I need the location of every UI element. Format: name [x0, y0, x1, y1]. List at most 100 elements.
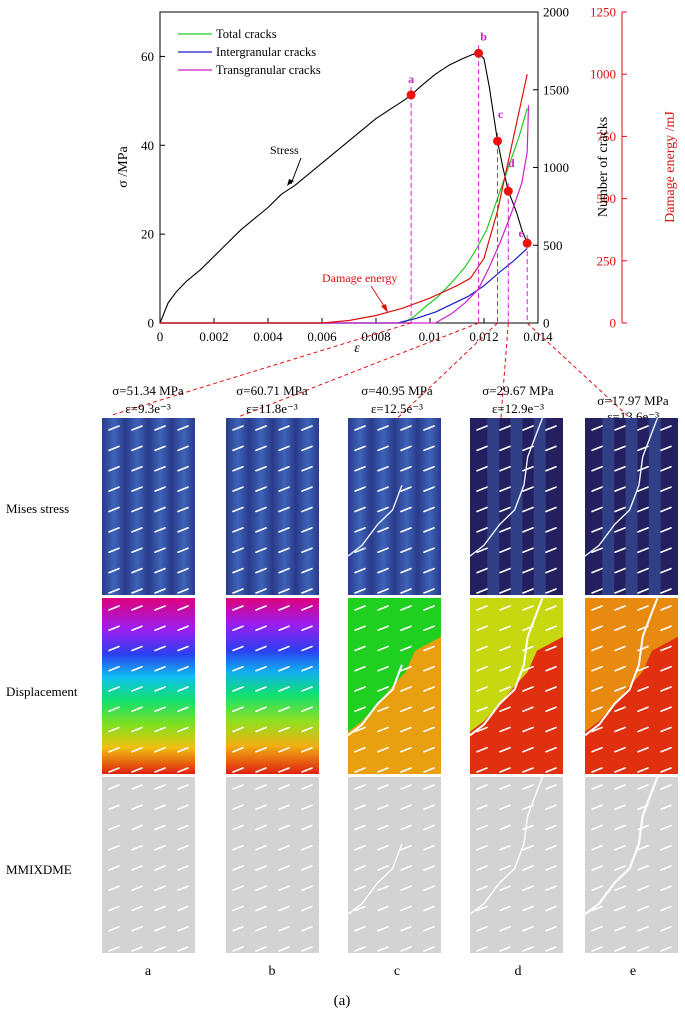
- grain-mark: [545, 865, 557, 871]
- grain-mark: [499, 746, 511, 753]
- displacement-field-upper: [585, 598, 678, 732]
- grain-mark: [637, 905, 649, 912]
- grain-mark: [232, 567, 244, 574]
- grain-mark: [177, 746, 189, 753]
- grain-mark: [660, 885, 672, 892]
- grain-mark: [591, 486, 603, 492]
- grain-mark: [400, 588, 412, 594]
- legend-intergranular: Intergranular cracks: [216, 45, 316, 59]
- grain-mark: [400, 946, 412, 952]
- grain-mark: [232, 746, 244, 753]
- grain-mark: [232, 885, 244, 892]
- y-axis-energy: 0 250 500 750 1000 1250: [590, 5, 627, 331]
- grain-mark: [591, 605, 603, 611]
- grain-mark: [354, 767, 366, 773]
- grain-mark: [232, 547, 244, 554]
- grain-mark: [377, 625, 389, 632]
- grain-mark: [232, 445, 244, 452]
- panel-disp-e: [584, 597, 678, 774]
- state-a-sigma: σ=51.34 MPa: [112, 383, 184, 398]
- grain-mark: [400, 706, 412, 713]
- grain-mark: [278, 905, 290, 912]
- grain-mark: [354, 465, 366, 472]
- marker-dot-a: [406, 90, 416, 100]
- grain-mark: [354, 784, 366, 790]
- grain-mark: [423, 905, 435, 912]
- grain-mark: [660, 746, 672, 753]
- grain-mark: [154, 726, 166, 733]
- grain-mark: [545, 425, 557, 431]
- grain-mark: [614, 547, 626, 554]
- grain-mark: [232, 784, 244, 790]
- grain-mark: [476, 767, 488, 773]
- grain-mark: [660, 706, 672, 713]
- grain-mark: [614, 844, 626, 851]
- grain-mark: [545, 844, 557, 851]
- grain-mark: [301, 625, 313, 632]
- grain-mark: [301, 686, 313, 692]
- grain-mark: [354, 486, 366, 492]
- grain-mark: [377, 885, 389, 892]
- grain-mark: [377, 465, 389, 472]
- grain-mark: [177, 686, 189, 692]
- grain-mark: [301, 665, 313, 672]
- grain-mark: [660, 445, 672, 452]
- grain-mark: [545, 804, 557, 811]
- marker-label-c: c: [498, 107, 504, 121]
- grain-mark: [154, 844, 166, 851]
- grain-mark: [255, 625, 267, 632]
- grain-mark: [660, 905, 672, 912]
- grain-mark: [591, 506, 603, 513]
- grain-mark: [301, 425, 313, 431]
- grain-mark: [278, 804, 290, 811]
- grain-mark: [522, 925, 534, 932]
- grain-mark: [522, 665, 534, 672]
- grain-mark: [177, 784, 189, 790]
- grain-mark: [499, 844, 511, 851]
- grain-mark: [591, 946, 603, 952]
- grain-mark: [423, 567, 435, 574]
- y-tick-stress-label: 0: [148, 316, 155, 331]
- crack: [469, 776, 544, 915]
- row-label-mmixdme: MMIXDME: [6, 862, 72, 877]
- stress-band: [602, 418, 615, 595]
- grain-mark: [400, 905, 412, 912]
- grain-mark: [637, 925, 649, 932]
- grain-mark: [278, 465, 290, 472]
- panel-disp-b: [226, 598, 319, 774]
- grain-mark: [108, 746, 120, 753]
- grain-mark: [545, 767, 557, 773]
- grain-mark: [177, 726, 189, 733]
- grain-mark: [591, 824, 603, 831]
- grain-mark: [278, 844, 290, 851]
- grain-mark: [108, 445, 120, 452]
- grain-mark: [108, 465, 120, 472]
- stress-band: [648, 418, 661, 595]
- grain-mark: [354, 506, 366, 513]
- grain-mark: [354, 905, 366, 912]
- grain-mark: [499, 865, 511, 871]
- grain-mark: [354, 645, 366, 652]
- state-d-sigma: σ=29.67 MPa: [482, 383, 554, 398]
- grain-mark: [591, 706, 603, 713]
- x-tick-label: 0.008: [361, 329, 390, 344]
- grain-mark: [522, 486, 534, 492]
- displacement-field-upper: [348, 598, 441, 732]
- mmixdme-field: [226, 777, 319, 953]
- grain-mark: [545, 784, 557, 790]
- grain-mark: [354, 925, 366, 932]
- state-b-eps: ε=11.8e⁻³: [246, 401, 298, 416]
- x-tick-label: 0.002: [199, 329, 228, 344]
- grain-mark: [545, 547, 557, 554]
- grain-mark: [423, 784, 435, 790]
- grain-mark: [476, 784, 488, 790]
- grain-mark: [278, 706, 290, 713]
- grain-mark: [400, 844, 412, 851]
- grain-mark: [499, 445, 511, 452]
- grain-mark: [131, 625, 143, 632]
- grain-mark: [637, 645, 649, 652]
- state-headers: σ=51.34 MPa ε=9.3e⁻³ σ=60.71 MPa ε=11.8e…: [112, 383, 669, 424]
- y-axis-energy-label: Damage energy /mJ: [663, 111, 678, 223]
- grain-mark: [377, 706, 389, 713]
- y-tick-cracks-label: 2000: [543, 5, 569, 20]
